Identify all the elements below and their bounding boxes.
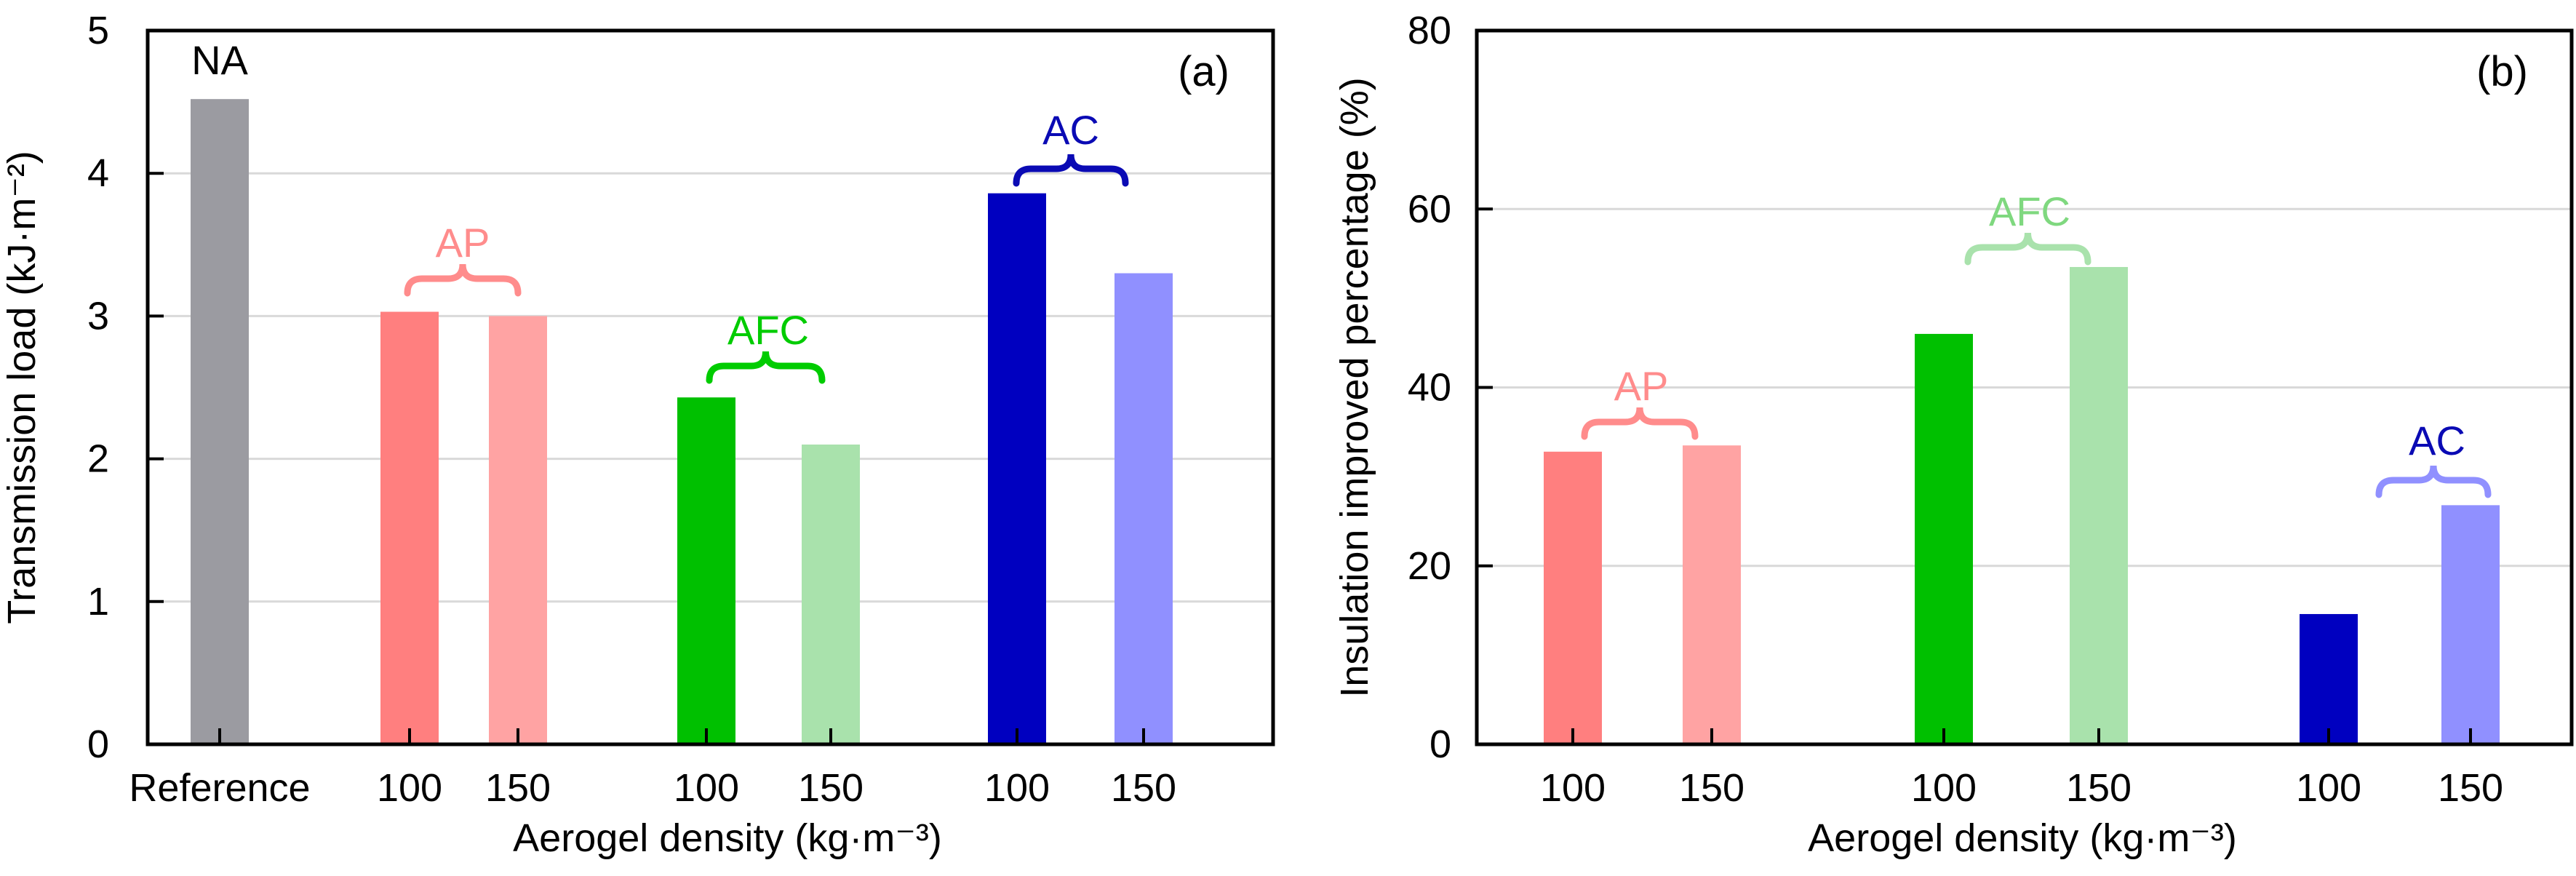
y-axis-label: Insulation improved percentage (%) [1333,77,1376,697]
y-tick-label: 2 [87,437,109,481]
panel-b: 0 20 40 60 80 100 150 100 150 100 150 AP AFC AC (b) Aer… [1333,9,2574,860]
group-brace [1581,407,1699,440]
y-tick-label: 0 [87,722,109,766]
bar [1114,273,1173,744]
group-brace [2375,465,2492,498]
plot-frame [1475,28,2574,746]
panel-label: (a) [1178,48,1229,95]
bar [677,397,735,744]
group-label: NA [191,37,248,83]
bar [191,99,249,744]
bar [380,311,439,744]
bar [1544,451,1602,744]
x-tick-label: 100 [674,766,739,810]
panel-label: (b) [2476,48,2528,95]
x-tick-label: 150 [1679,766,1744,810]
y-tick-label: 5 [87,9,109,52]
bar [2441,505,2500,744]
group-label: AC [2409,418,2465,463]
x-tick-label: 100 [1911,766,1977,810]
x-tick-label: 150 [2438,766,2503,810]
x-tick-label: 150 [2066,766,2132,810]
group-label: AC [1042,107,1099,153]
y-tick-label: 0 [1429,722,1451,766]
y-tick-label: 20 [1408,544,1451,588]
x-tick-label: 150 [798,766,864,810]
panel-a: 0 1 2 3 4 5 Reference 100 150 100 150 100 150 NA AP AFC… [0,9,1275,860]
group-brace [706,351,826,384]
y-tick-label: 60 [1408,187,1451,231]
x-tick-label: 150 [1111,766,1176,810]
y-tick-label: 40 [1408,366,1451,410]
bar [802,444,860,744]
x-axis-label: Aerogel density (kg·m⁻³) [1808,816,2237,860]
group-label: AFC [727,307,809,353]
x-tick-label: 150 [485,766,551,810]
x-tick-label: 100 [377,766,442,810]
plot-frame [145,28,1275,746]
bar [489,316,547,744]
x-tick-label: 100 [984,766,1050,810]
x-axis-label: Aerogel density (kg·m⁻³) [513,816,942,860]
group-brace [1013,154,1129,187]
bar [1683,445,1741,744]
bar [2300,613,2358,744]
group-brace [404,263,522,297]
bar [2070,266,2128,744]
group-label: AP [436,220,490,266]
x-tick-label: 100 [2296,766,2361,810]
group-label: AP [1614,363,1669,409]
y-tick-label: 4 [87,151,109,195]
x-tick-label: 100 [1540,766,1606,810]
bar [988,193,1046,745]
y-axis-label: Transmission load (kJ·m⁻²) [0,151,44,624]
y-tick-label: 3 [87,294,109,338]
group-brace [1964,232,2091,266]
bar [1915,333,1973,744]
group-label: AFC [1989,188,2070,234]
x-tick-label: Reference [129,766,310,810]
y-tick-label: 1 [87,580,109,624]
y-tick-label: 80 [1408,9,1451,52]
